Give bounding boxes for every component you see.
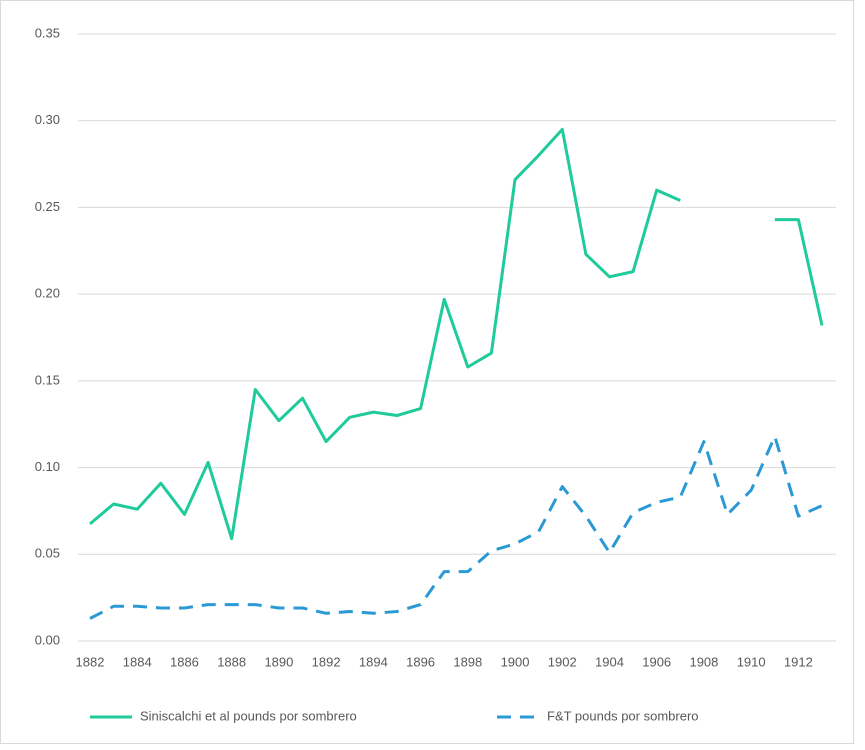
y-tick-label: 0.10 <box>35 459 60 474</box>
x-tick-label: 1882 <box>76 654 105 669</box>
legend-label: Siniscalchi et al pounds por sombrero <box>140 708 357 723</box>
x-tick-label: 1888 <box>217 654 246 669</box>
x-tick-label: 1890 <box>264 654 293 669</box>
x-tick-label: 1900 <box>501 654 530 669</box>
y-tick-label: 0.35 <box>35 25 60 40</box>
x-tick-label: 1896 <box>406 654 435 669</box>
y-tick-label: 0.20 <box>35 286 60 301</box>
x-tick-label: 1910 <box>737 654 766 669</box>
x-tick-label: 1902 <box>548 654 577 669</box>
x-tick-label: 1894 <box>359 654 388 669</box>
x-tick-label: 1908 <box>689 654 718 669</box>
y-tick-label: 0.25 <box>35 199 60 214</box>
series-line <box>89 434 823 620</box>
y-tick-label: 0.00 <box>35 632 60 647</box>
x-tick-label: 1904 <box>595 654 624 669</box>
x-tick-label: 1912 <box>784 654 813 669</box>
x-tick-label: 1906 <box>642 654 671 669</box>
y-tick-label: 0.05 <box>35 546 60 561</box>
x-tick-label: 1884 <box>123 654 152 669</box>
x-tick-label: 1898 <box>453 654 482 669</box>
series-line <box>89 127 824 541</box>
x-tick-label: 1886 <box>170 654 199 669</box>
y-tick-label: 0.30 <box>35 112 60 127</box>
y-tick-label: 0.15 <box>35 372 60 387</box>
legend-label: F&T pounds por sombrero <box>547 708 699 723</box>
x-tick-label: 1892 <box>312 654 341 669</box>
